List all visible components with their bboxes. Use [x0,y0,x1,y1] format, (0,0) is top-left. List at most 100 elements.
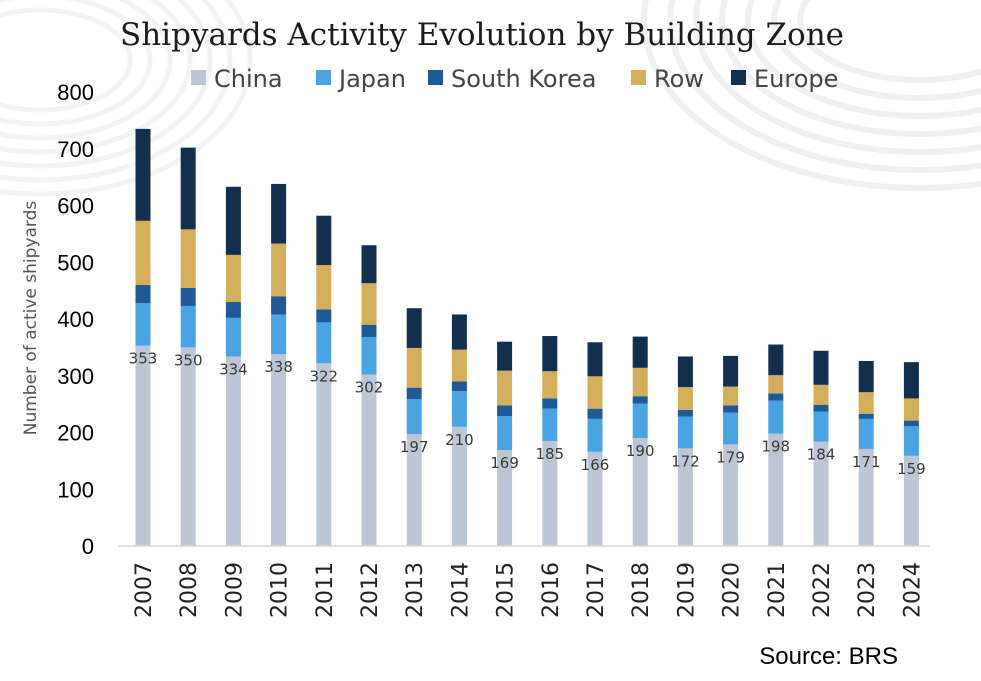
bar-segment-japan [587,418,603,452]
data-label: 185 [535,445,564,463]
data-label: 169 [490,454,519,472]
bar-segment-south-korea [903,420,919,427]
bar-segment-row [632,367,648,397]
x-tick-label: 2019 [674,562,699,618]
bar-segment-south-korea [225,301,241,318]
legend-label-south-korea: South Korea [451,65,596,93]
bar-segment-japan [361,337,377,375]
x-tick-label: 2007 [132,562,157,618]
legend-swatch-china [191,70,206,85]
bar-segment-china [451,426,467,546]
y-tick-label: 100 [57,477,94,502]
bar-segment-row [677,387,693,410]
bar-segment-south-korea [723,405,739,413]
x-tick-label: 2022 [810,562,835,618]
bar-segment-row [587,376,603,409]
bar-segment-europe [677,356,693,388]
background-pattern [0,0,981,197]
bar-segment-europe [858,360,874,393]
bar-segment-japan [768,400,784,434]
source-note: Source: BRS [759,643,898,670]
bar-segment-china [361,374,377,546]
bar-segment-row [225,254,241,302]
background-arc [771,0,981,101]
bar-segment-south-korea [180,287,196,306]
background-arc [0,0,253,197]
bar-segment-south-korea [677,409,693,417]
y-tick-label: 0 [82,534,94,559]
bar-segment-china [406,434,422,546]
data-label: 338 [264,358,293,376]
bar-segment-row [542,371,558,399]
legend-swatch-japan [316,70,331,85]
bar-segment-row [723,386,739,406]
x-tick-label: 2024 [900,562,925,618]
y-tick-label: 200 [57,421,94,446]
bar-segment-row [316,265,332,310]
bar-segment-japan [903,426,919,456]
x-tick-label: 2009 [222,562,247,618]
bar-segment-japan [271,314,287,355]
background-arc [0,0,233,183]
bar-segment-south-korea [361,324,377,338]
bar-segment-europe [632,336,648,368]
bar-segment-south-korea [497,405,513,417]
x-tick-label: 2011 [313,562,338,618]
legend-swatch-south-korea [428,70,443,85]
bar-segment-japan [406,399,422,435]
bar-segment-europe [271,183,287,244]
data-label: 184 [807,446,836,464]
x-tick-label: 2012 [358,562,383,618]
bars [135,128,919,546]
bar-segment-south-korea [632,396,648,404]
bar-segment-japan [813,411,829,442]
bar-segment-japan [451,391,467,427]
x-tick-label: 2020 [720,562,745,618]
bar-segment-japan [316,322,332,364]
bar-segment-china [903,455,919,546]
bar-segment-row [451,349,467,382]
background-arc [719,0,981,137]
bar-segment-japan [723,412,739,445]
bar-segment-south-korea [451,381,467,392]
x-tick-label: 2010 [268,562,293,618]
bar-segment-row [361,283,377,325]
legend-swatch-row [631,70,646,85]
bar-segment-china [271,354,287,546]
x-tick-label: 2015 [494,562,519,618]
data-label: 197 [400,438,429,456]
data-label: 159 [897,460,926,478]
background-arc [0,7,133,113]
x-tick-label: 2013 [403,562,428,618]
data-label: 179 [716,448,745,466]
background-arc [0,0,173,141]
bar-segment-row [858,392,874,414]
bar-segment-china [768,433,784,546]
data-label: 322 [309,367,338,385]
bar-segment-south-korea [813,404,829,412]
legend: China Japan South Korea Row Europe [191,65,838,93]
data-label: 190 [626,442,655,460]
bar-segment-europe [768,344,784,376]
x-tick-label: 2008 [177,562,202,618]
data-label: 334 [219,360,248,378]
x-tick-label: 2023 [855,562,880,618]
data-label: 353 [129,350,158,368]
data-label: 166 [581,456,610,474]
bar-segment-europe [587,342,603,377]
data-label: 302 [355,379,384,397]
bar-segment-china [858,448,874,546]
bar-segment-south-korea [271,296,287,315]
bar-segment-japan [225,317,241,357]
data-label: 171 [852,453,881,471]
data-label: 172 [671,452,700,470]
bar-segment-row [813,384,829,405]
bar-segment-row [406,347,422,388]
bar-segment-row [271,243,287,297]
bar-segment-japan [542,408,558,442]
chart-title: Shipyards Activity Evolution by Building… [120,17,844,53]
bar-segment-europe [316,215,332,266]
bar-segment-south-korea [768,393,784,401]
bar-segment-europe [903,362,919,399]
